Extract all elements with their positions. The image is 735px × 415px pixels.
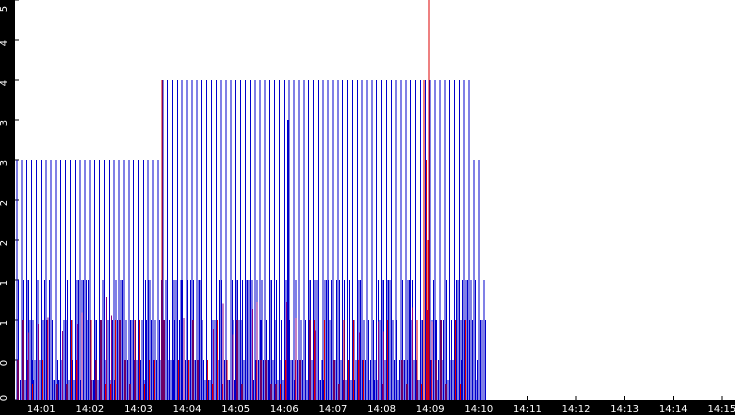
x-tick-label: 14:02 [75,404,104,415]
x-tick-label: 14:03 [124,404,153,415]
plot-layer [15,0,723,401]
x-tick-label: 14:11 [513,404,542,415]
y-tick-label: 4 [0,40,10,46]
y-axis-strip [0,0,15,400]
x-axis-strip [0,400,735,415]
x-tick-label: 14:06 [270,404,299,415]
x-tick-label: 14:13 [610,404,639,415]
x-tick-label: 14:09 [416,404,445,415]
y-tick-label: 2 [0,200,10,206]
y-tick-label: 4 [0,80,10,86]
y-tick-label: 0 [0,360,10,366]
x-tick-label: 14:15 [707,404,735,415]
x-tick-label: 14:10 [464,404,493,415]
x-tick-label: 14:07 [319,404,348,415]
x-tick-label: 14:08 [367,404,396,415]
y-tick-label: 1 [0,320,10,326]
x-tick-label: 14:04 [173,404,202,415]
y-tick-label: 0 [0,395,10,401]
x-tick-label: 14:14 [659,404,688,415]
y-tick-label: 5 [0,6,10,12]
y-tick-label: 2 [0,240,10,246]
x-tick-label: 14:01 [27,404,56,415]
x-tick-label: 14:12 [562,404,591,415]
x-tick-label: 14:05 [221,404,250,415]
y-tick-label: 3 [0,120,10,126]
y-tick-label: 3 [0,160,10,166]
y-tick-label: 1 [0,280,10,286]
